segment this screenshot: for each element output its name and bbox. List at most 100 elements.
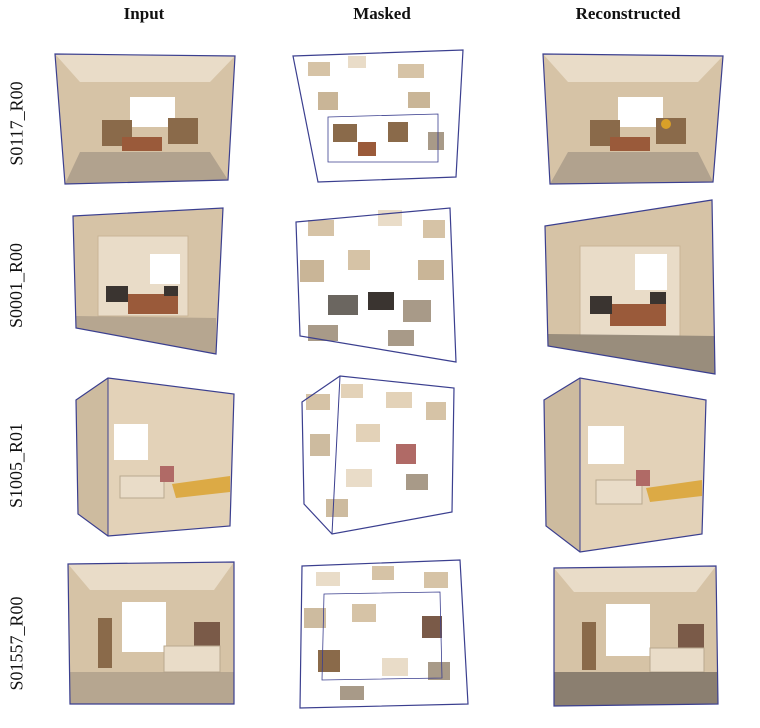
- point-patch: [422, 616, 442, 638]
- headboard: [194, 622, 220, 646]
- point-patch: [306, 394, 330, 410]
- point-patch: [308, 220, 334, 236]
- point-patch: [424, 572, 448, 588]
- room-floor: [554, 672, 718, 706]
- bounding-frame: [553, 565, 719, 707]
- point-patch: [304, 608, 326, 628]
- room-ceiling: [543, 54, 723, 82]
- panel-masked-row3: [296, 374, 466, 544]
- bounding-frame: [67, 561, 235, 705]
- point-patch: [358, 142, 376, 156]
- bed: [119, 475, 165, 499]
- column-header-input: Input: [123, 4, 165, 23]
- point-patch: [326, 499, 348, 517]
- panel-masked-row1: [288, 42, 468, 192]
- bed: [128, 294, 178, 314]
- room-wall-left: [76, 378, 108, 536]
- room-ceiling: [55, 54, 235, 82]
- point-patch: [408, 92, 430, 108]
- point-patch: [333, 124, 357, 142]
- panel-input-row2: [68, 206, 228, 356]
- bounding-frame: [544, 199, 716, 375]
- panel-input-row4: [64, 560, 240, 710]
- window-opening: [130, 97, 175, 127]
- point-patch: [428, 662, 450, 680]
- point-patch: [308, 62, 330, 76]
- room-floor: [70, 672, 234, 704]
- room-ceiling: [68, 562, 234, 590]
- point-patch: [348, 56, 366, 68]
- panel-reconstructed-row4: [550, 564, 722, 710]
- point-patch: [341, 384, 363, 398]
- row-label-4: S01557_R00: [6, 595, 27, 691]
- point-patch: [348, 250, 370, 270]
- headboard: [636, 470, 650, 486]
- bed: [163, 645, 221, 673]
- window-opening: [588, 426, 624, 464]
- column-header-masked: Masked: [353, 4, 411, 23]
- point-patch: [346, 469, 372, 487]
- bounding-frame: [299, 559, 469, 709]
- panel-input-row3: [72, 376, 242, 546]
- bounding-frame-inner: [321, 591, 443, 681]
- furniture: [656, 118, 686, 144]
- desk: [172, 476, 230, 498]
- headboard: [678, 624, 704, 648]
- bed: [649, 647, 705, 673]
- room-floor: [76, 316, 216, 354]
- column-header-reconstructed: Reconstructed: [575, 4, 681, 23]
- bed: [595, 479, 643, 505]
- room-floor: [550, 152, 713, 184]
- room-ceiling: [554, 566, 716, 592]
- point-patch: [426, 402, 446, 420]
- window-opening: [150, 254, 180, 284]
- point-patch: [388, 330, 414, 346]
- point-patch: [396, 444, 416, 464]
- bed: [122, 137, 162, 151]
- headboard: [106, 286, 128, 302]
- row-label-3: S1005_R01: [6, 422, 27, 508]
- room-floor: [65, 152, 228, 184]
- bounding-frame: [292, 49, 464, 183]
- panel-masked-row2: [288, 200, 468, 370]
- point-patch: [372, 566, 394, 580]
- bed: [610, 137, 650, 151]
- point-patch: [352, 604, 376, 622]
- point-patch: [406, 474, 428, 490]
- window-opening: [618, 97, 663, 127]
- point-patch: [423, 220, 445, 238]
- panel-reconstructed-row3: [540, 376, 710, 556]
- desk: [646, 480, 702, 502]
- point-patch: [388, 122, 408, 142]
- point-patch: [308, 325, 338, 341]
- bookshelf: [582, 622, 596, 670]
- window-opening: [122, 602, 166, 652]
- point-patch: [418, 260, 444, 280]
- point-patch: [398, 64, 424, 78]
- bed: [610, 304, 666, 326]
- chair: [164, 286, 178, 296]
- point-patch: [428, 132, 444, 150]
- window-opening: [114, 424, 148, 460]
- furniture: [168, 118, 198, 144]
- room-wall-left: [544, 378, 580, 552]
- point-patch: [386, 392, 412, 408]
- bounding-frame: [542, 53, 724, 185]
- point-patch: [356, 424, 380, 442]
- point-patch: [382, 658, 408, 676]
- room-wall-back: [580, 378, 706, 552]
- bounding-frame-inner: [327, 113, 439, 163]
- point-patch: [318, 92, 338, 110]
- bounding-frame: [54, 53, 236, 185]
- headboard: [160, 466, 174, 482]
- panel-reconstructed-row2: [540, 196, 720, 376]
- panel-masked-row4: [292, 558, 472, 714]
- point-patch: [300, 260, 324, 282]
- window-opening: [606, 604, 650, 656]
- chair: [650, 292, 666, 304]
- point-patch: [368, 292, 394, 310]
- bounding-frame: [295, 207, 457, 363]
- window-opening: [635, 254, 667, 290]
- bookshelf: [98, 618, 112, 668]
- point-patch: [328, 295, 358, 315]
